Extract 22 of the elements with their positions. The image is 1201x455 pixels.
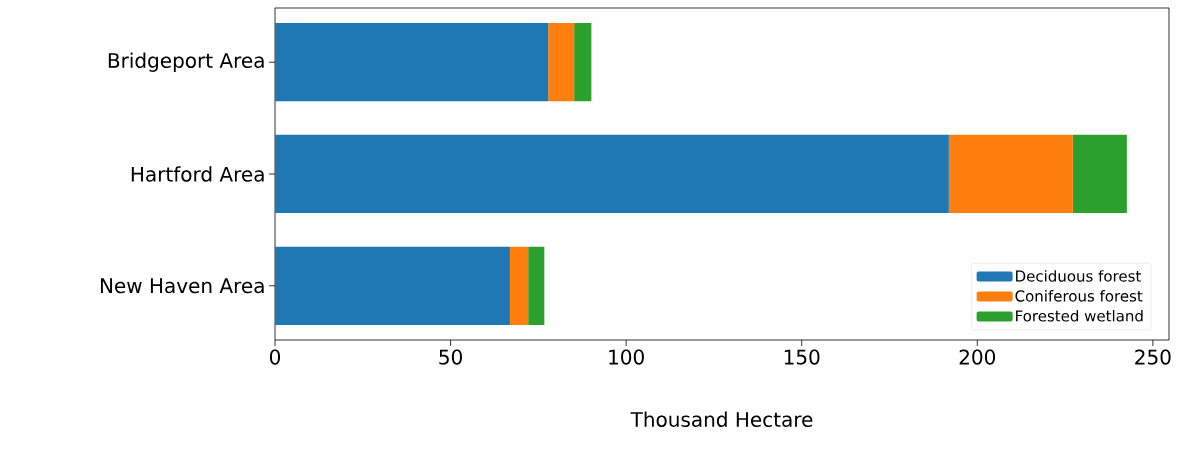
x-tick-label: 50: [439, 349, 462, 365]
x-axis-title: Thousand Hectare: [630, 411, 813, 427]
bar: [1072, 134, 1127, 214]
y-tick-label: Bridgeport Area: [108, 52, 264, 72]
y-tick-label: New Haven Area: [100, 278, 264, 294]
bar: [528, 246, 545, 325]
x-tick-label: 250: [1135, 349, 1171, 365]
bar: [509, 246, 529, 325]
legend-label: Deciduous forest: [1016, 270, 1141, 282]
y-tick-label: Hartford Area: [131, 166, 264, 182]
legend-label: Coniferous forest: [1015, 290, 1143, 302]
bar: [275, 134, 949, 214]
bar: [548, 23, 575, 102]
bar: [574, 23, 592, 102]
legend-label: Forested wetland: [1016, 309, 1143, 322]
x-tick-label: 0: [269, 349, 281, 365]
x-tick-label: 200: [959, 349, 996, 365]
bar: [275, 246, 510, 325]
x-tick-label: 100: [609, 349, 644, 365]
bar: [948, 134, 1073, 214]
x-tick-label: 150: [784, 349, 820, 365]
bar: [275, 23, 549, 102]
